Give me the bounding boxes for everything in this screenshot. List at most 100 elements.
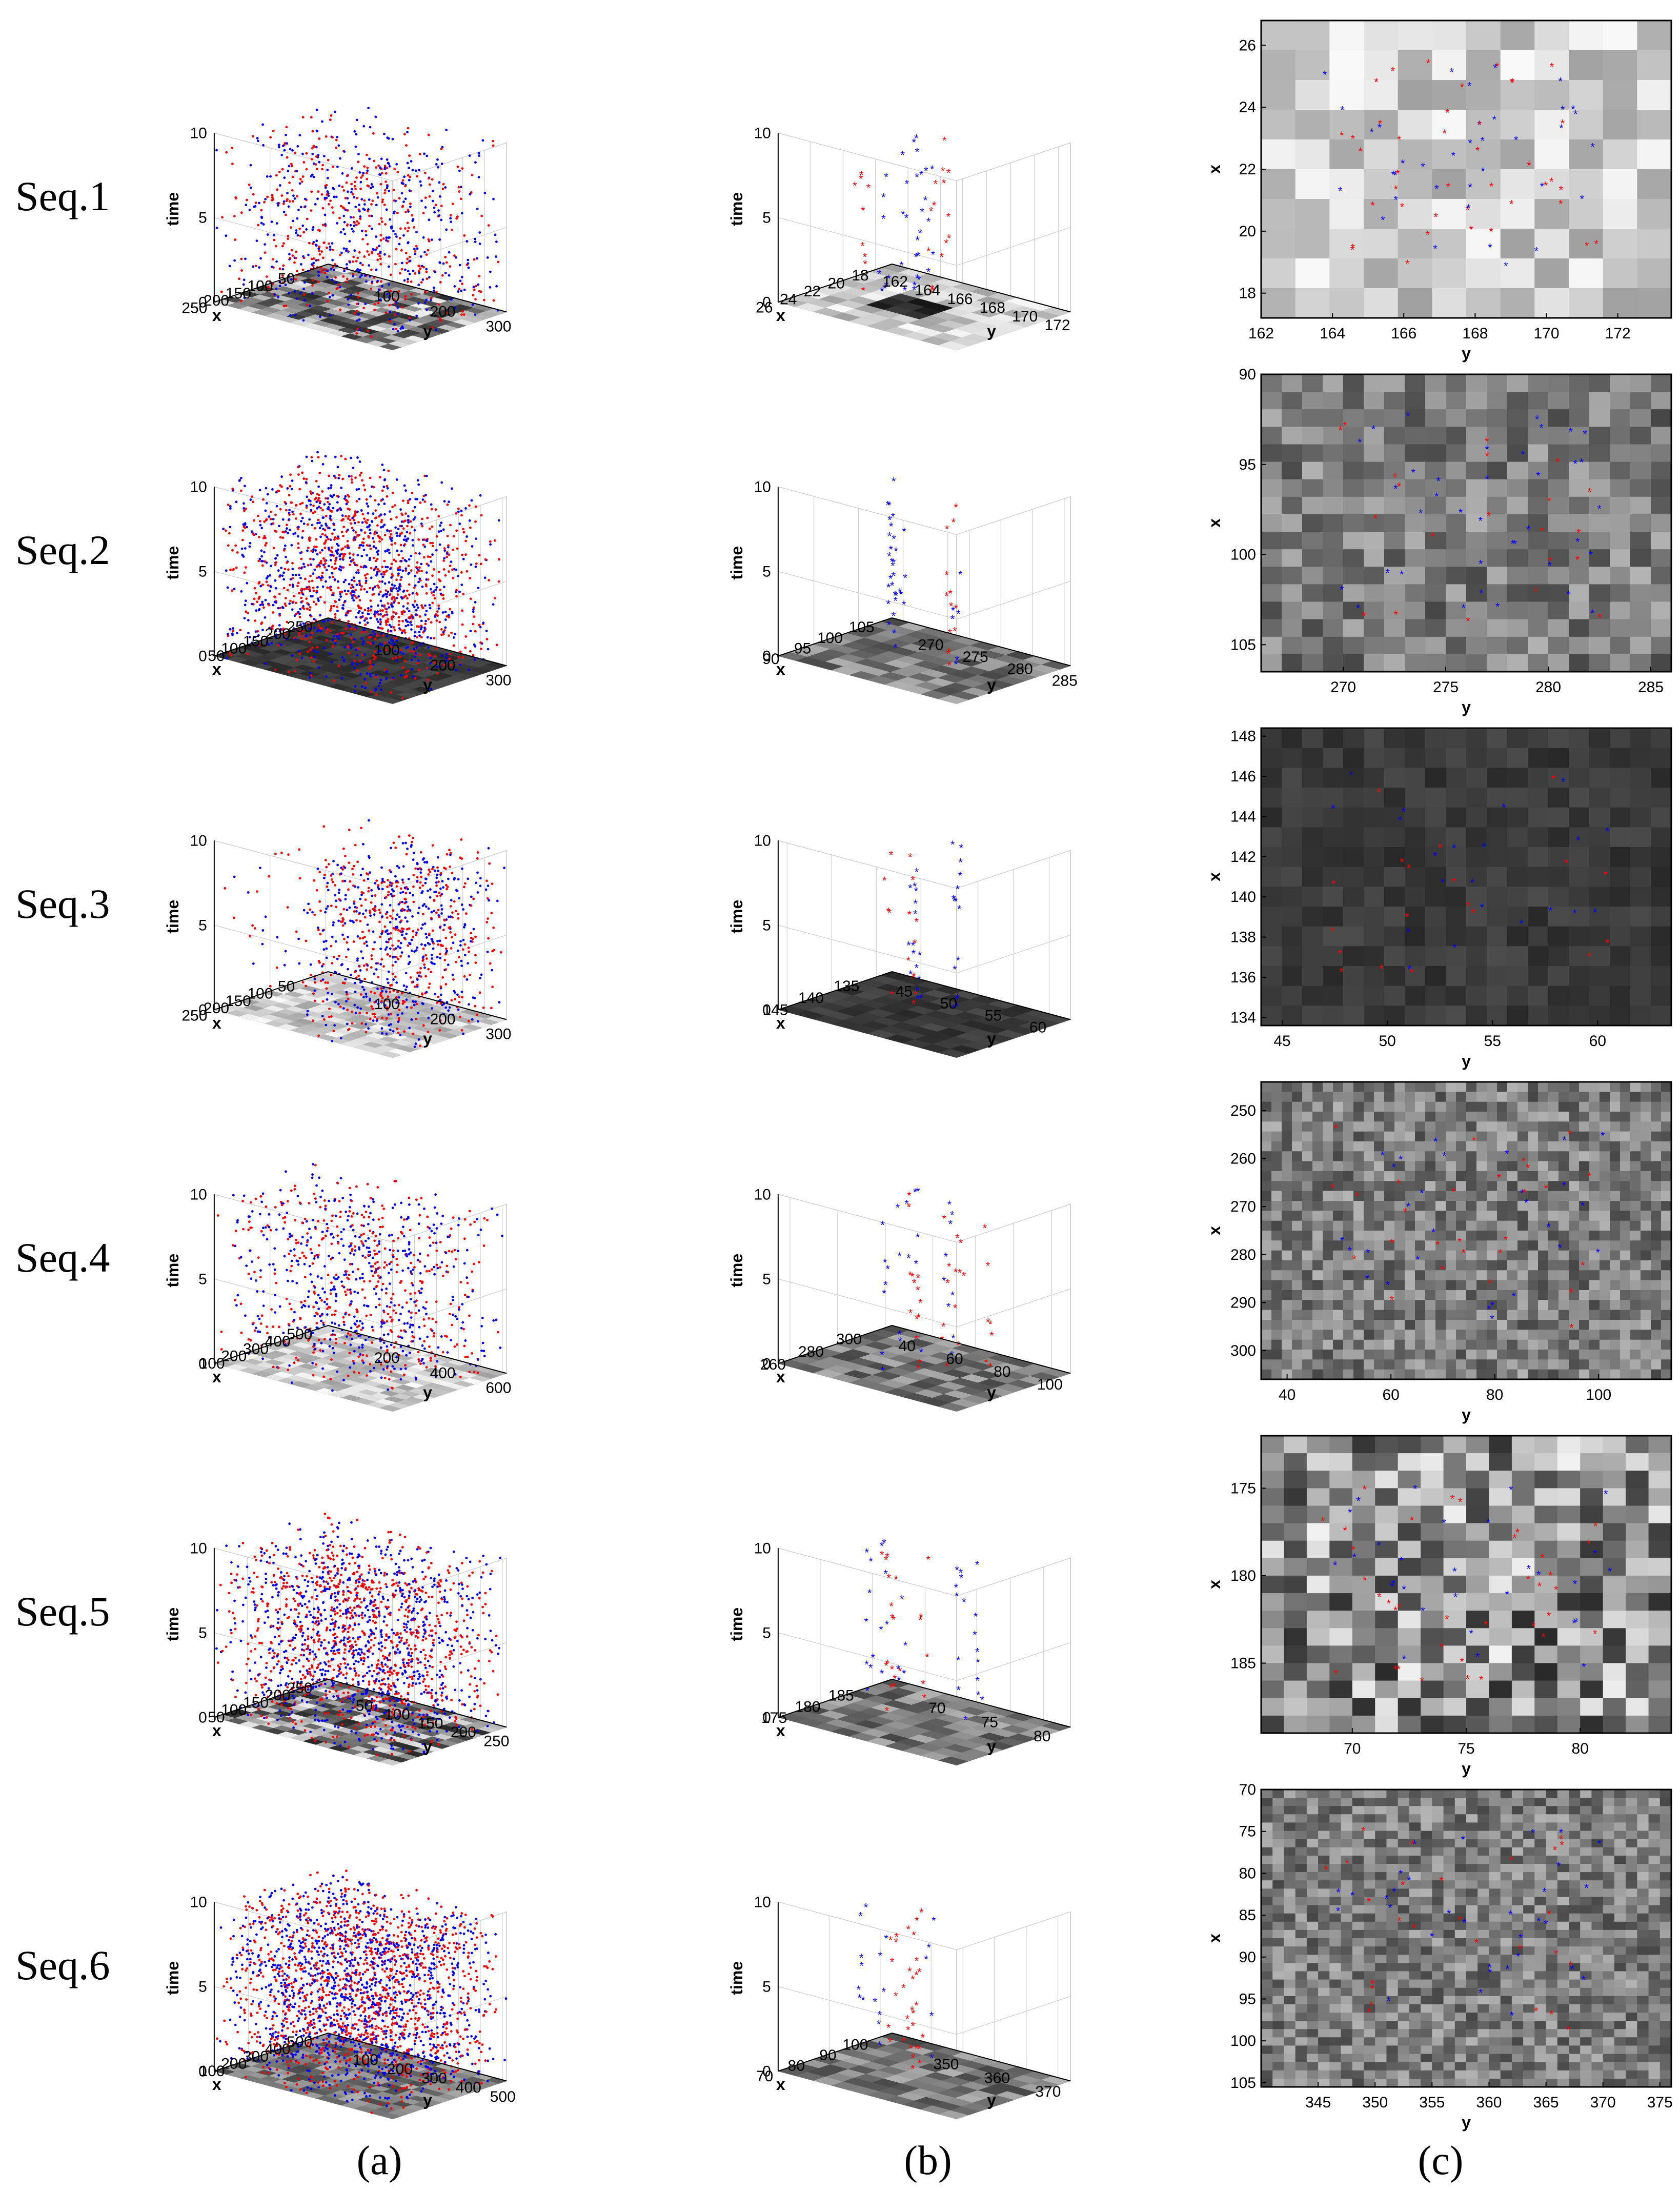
event-point [359, 217, 362, 220]
event-point [387, 618, 390, 621]
event-point [426, 861, 429, 864]
event-point [491, 882, 494, 885]
event-point [388, 189, 391, 192]
event-point [286, 192, 289, 194]
event-point [473, 658, 476, 661]
event-point [358, 460, 361, 463]
event-point [344, 854, 347, 857]
event-marker: * [947, 646, 952, 659]
event-marker: * [1539, 422, 1544, 435]
event-point [336, 606, 338, 608]
event-point [315, 244, 318, 247]
event-point [241, 538, 244, 541]
x-axis-label: x [776, 306, 785, 325]
event-point [359, 566, 362, 568]
event-point [243, 571, 246, 574]
event-point [389, 1023, 392, 1026]
event-point [439, 319, 442, 323]
event-point [352, 467, 355, 469]
event-point [326, 885, 329, 888]
event-point [427, 646, 430, 649]
heatmap-cell [1261, 374, 1282, 392]
event-point [465, 240, 469, 243]
event-point [364, 303, 367, 305]
heatmap-cell [1651, 636, 1672, 655]
event-point [488, 579, 490, 581]
heatmap-cell [1610, 461, 1631, 480]
event-point [354, 843, 357, 847]
event-point [404, 298, 407, 300]
event-point [321, 533, 324, 536]
event-point [225, 529, 227, 532]
heatmap-cell [1405, 619, 1426, 637]
event-point [403, 629, 406, 632]
event-point [441, 976, 444, 979]
event-point [273, 238, 276, 242]
event-point [406, 597, 409, 600]
event-point [316, 630, 319, 633]
event-point [300, 557, 303, 560]
event-point [370, 633, 372, 636]
event-point [325, 907, 328, 910]
event-point [244, 604, 247, 607]
event-point [410, 569, 413, 572]
event-point [366, 502, 369, 505]
event-point [460, 964, 463, 967]
event-point [439, 872, 442, 875]
heatmap-cell [1466, 21, 1501, 51]
event-point [374, 615, 376, 618]
event-point [298, 592, 300, 595]
event-point [349, 294, 352, 297]
event-point [366, 968, 369, 971]
heatmap-cell [1651, 409, 1672, 427]
event-point [386, 946, 388, 949]
event-point [386, 635, 389, 637]
event-point [407, 499, 410, 502]
event-point [391, 596, 394, 599]
event-point [333, 568, 336, 570]
x-tick-label: 164 [1320, 325, 1345, 342]
event-point [274, 513, 277, 516]
heatmap-cell [1261, 199, 1296, 229]
event-point [331, 575, 334, 578]
event-point [446, 552, 449, 555]
event-point [373, 540, 375, 543]
event-point [416, 928, 419, 931]
event-point [393, 323, 396, 326]
event-point [433, 869, 436, 872]
event-point [231, 147, 233, 149]
event-point [409, 892, 412, 894]
event-point [404, 892, 408, 895]
event-point [362, 988, 366, 991]
event-point [325, 1023, 328, 1027]
event-point [417, 538, 420, 541]
event-point [365, 521, 368, 525]
heatmap-cell [1364, 444, 1385, 463]
event-point [442, 886, 444, 889]
event-point [336, 222, 338, 225]
event-point [297, 547, 300, 549]
event-point [353, 637, 356, 640]
event-point [365, 280, 368, 283]
event-point [252, 193, 255, 196]
event-point [303, 205, 307, 208]
event-point [352, 230, 355, 233]
event-point [308, 586, 311, 589]
event-point [342, 214, 346, 217]
event-point [469, 973, 471, 976]
heatmap-cell [1466, 567, 1487, 585]
event-point [240, 590, 243, 593]
event-point [329, 248, 332, 251]
y-axis-label: x [1205, 165, 1224, 174]
event-point [366, 243, 369, 246]
event-marker: * [1514, 134, 1519, 147]
event-point [296, 234, 299, 237]
event-point [332, 1030, 335, 1033]
event-point [351, 594, 354, 597]
event-point [367, 609, 370, 612]
event-point [338, 889, 341, 891]
event-point [406, 607, 409, 610]
event-point [464, 507, 467, 510]
event-point [408, 593, 411, 596]
event-point [459, 1015, 461, 1018]
